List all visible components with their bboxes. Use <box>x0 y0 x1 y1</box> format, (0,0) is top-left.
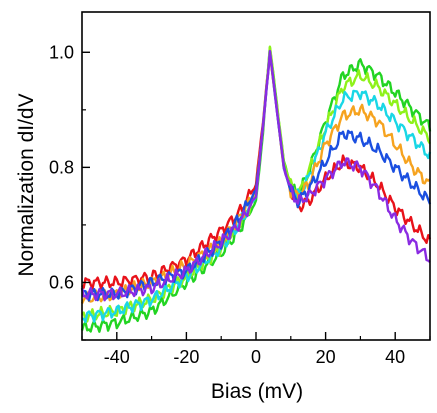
x-tick-label: 40 <box>385 347 405 367</box>
series-line-5 <box>80 51 431 305</box>
x-tick-label: 0 <box>251 347 261 367</box>
x-tick-label: 20 <box>316 347 336 367</box>
axes-layer: -40 -20 0 20 40 0.6 0.8 1.0 <box>49 11 431 367</box>
x-axis-title: Bias (mV) <box>211 380 303 403</box>
x-tick-label: -40 <box>104 347 130 367</box>
y-axis-title: Normalization dI/dV <box>15 93 38 276</box>
series-line-7 <box>80 49 431 302</box>
series-layer <box>80 45 432 333</box>
y-tick-label: 1.0 <box>49 42 74 62</box>
y-tick-label: 0.8 <box>49 157 74 177</box>
y-tick-label: 0.6 <box>49 272 74 292</box>
x-tick-label: -20 <box>173 347 199 367</box>
series-line-2 <box>80 46 432 333</box>
